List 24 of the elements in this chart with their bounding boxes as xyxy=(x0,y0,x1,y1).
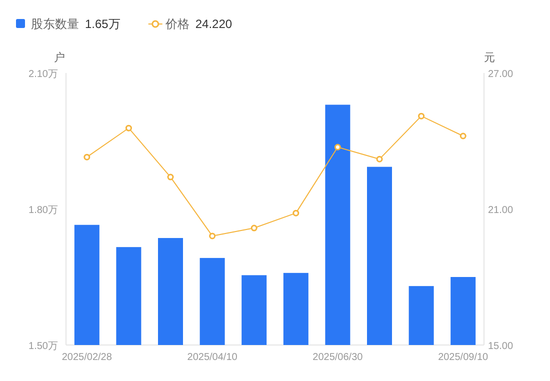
point xyxy=(167,174,174,180)
y2-tick-label: 15.00 xyxy=(488,341,514,352)
y-tick-label: 1.80万 xyxy=(28,205,58,216)
y-tick-label: 1.50万 xyxy=(28,341,58,352)
point xyxy=(125,124,132,132)
legend-label: 价格 xyxy=(164,17,190,31)
point xyxy=(334,144,341,150)
y-axis-title: 户 xyxy=(54,51,65,64)
point xyxy=(418,112,425,120)
x-tick-label: 2025/02/28 xyxy=(62,352,112,363)
y2-tick-label: 21.00 xyxy=(488,205,514,216)
x-tick-label: 2025/04/10 xyxy=(187,352,238,363)
point xyxy=(209,232,216,240)
x-tick-label: 2025/06/30 xyxy=(312,352,364,363)
point xyxy=(84,154,90,160)
y2-axis-title: 元 xyxy=(484,52,495,64)
y-tick-label: 2.10万 xyxy=(28,69,58,80)
point xyxy=(376,156,383,162)
point xyxy=(250,224,258,232)
legend-label: 股东数量 xyxy=(31,17,79,31)
point xyxy=(292,210,300,216)
x-tick-label: 2025/09/10 xyxy=(438,352,489,363)
y2-tick-label: 27.00 xyxy=(488,69,514,80)
point xyxy=(460,132,466,140)
